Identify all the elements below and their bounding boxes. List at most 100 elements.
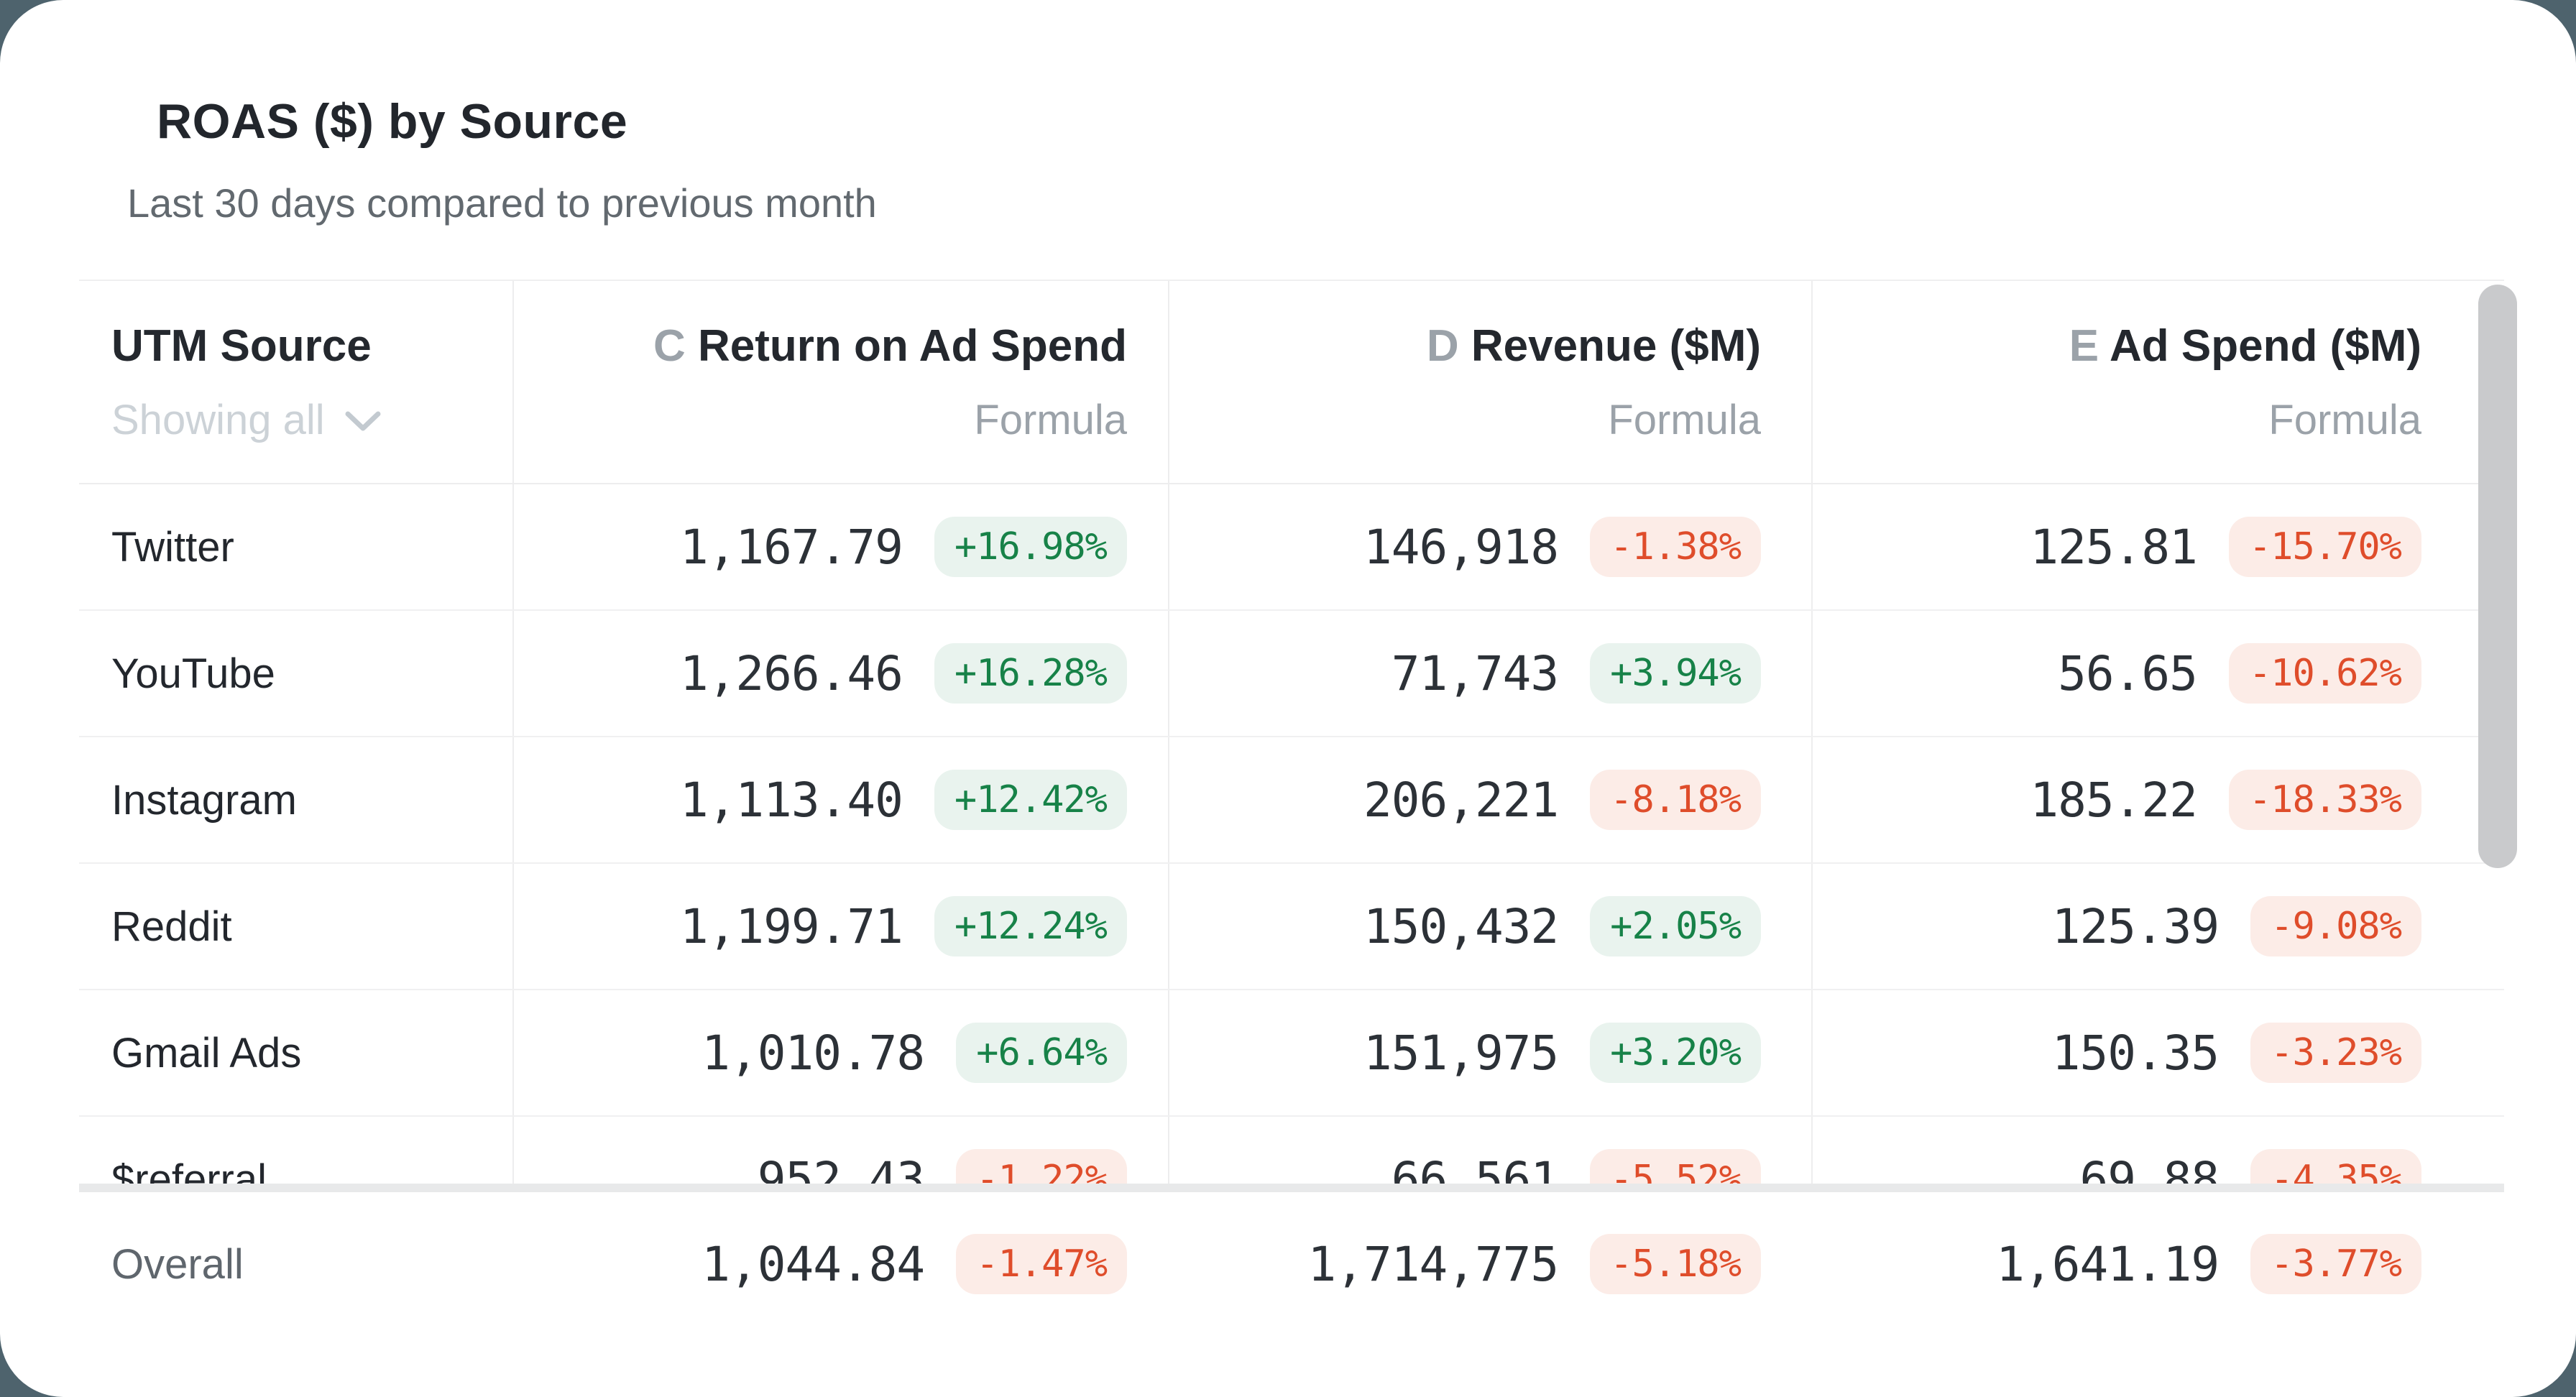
metric-value: 125.81 (2030, 519, 2197, 575)
revenue-cell: 206,221 -8.18% (1168, 737, 1811, 862)
delta-badge: -18.33% (2228, 770, 2421, 830)
source-label: Twitter (111, 523, 234, 571)
table-body: Twitter 1,167.79 +16.98% 146,918 -1.38% … (79, 484, 2504, 1184)
source-filter-dropdown[interactable]: Showing all (111, 396, 382, 444)
table-row: Twitter 1,167.79 +16.98% 146,918 -1.38% … (79, 484, 2504, 611)
metric-value: 146,918 (1363, 519, 1559, 575)
metric-value: 1,044.84 (702, 1236, 925, 1292)
delta-badge: -10.62% (2228, 643, 2421, 704)
footer-separator (79, 1184, 2504, 1192)
source-cell: Twitter (79, 484, 512, 609)
table-header-row: UTM Source Showing all C Return on Ad Sp… (79, 280, 2504, 484)
metric-value: 1,199.71 (679, 898, 903, 954)
table-row: YouTube 1,266.46 +16.28% 71,743 +3.94% 5… (79, 611, 2504, 737)
source-label: Instagram (111, 776, 297, 824)
metric-value: 56.65 (2058, 645, 2198, 701)
column-header-utm-source: UTM Source Showing all (79, 281, 512, 483)
overall-roas-cell: 1,044.84 -1.47% (512, 1192, 1168, 1336)
overall-revenue-cell: 1,714,775 -5.18% (1168, 1192, 1811, 1336)
source-label: YouTube (111, 650, 275, 697)
metric-value: 66,561 (1391, 1151, 1559, 1184)
column-header-roas[interactable]: C Return on Ad Spend Formula (512, 281, 1168, 483)
chevron-down-icon (344, 396, 382, 444)
metric-value: 1,641.19 (1996, 1236, 2220, 1292)
delta-badge: +12.24% (934, 896, 1127, 956)
metric-value: 1,714,775 (1307, 1236, 1560, 1292)
metric-value: 150.35 (2051, 1025, 2220, 1081)
delta-badge: -15.70% (2228, 517, 2421, 577)
ad-spend-cell: 125.81 -15.70% (1811, 484, 2504, 609)
delta-badge: -1.22% (956, 1149, 1127, 1184)
column-letter: C (653, 321, 686, 371)
delta-badge: +3.94% (1590, 643, 1761, 704)
revenue-cell: 66,561 -5.52% (1168, 1117, 1811, 1184)
source-label: Gmail Ads (111, 1029, 302, 1076)
delta-badge: -5.52% (1590, 1149, 1761, 1184)
metric-value: 952.43 (757, 1151, 925, 1184)
column-title-text: Revenue ($M) (1471, 321, 1761, 371)
column-title: E Ad Spend ($M) (2069, 321, 2421, 372)
metric-value: 1,010.78 (702, 1025, 925, 1081)
delta-badge: -4.35% (2250, 1149, 2421, 1184)
roas-cell: 1,199.71 +12.24% (512, 864, 1168, 989)
delta-badge: -1.47% (956, 1234, 1127, 1294)
footer-row: Overall 1,044.84 -1.47% 1,714,775 -5.18%… (79, 1192, 2504, 1336)
delta-badge: +6.64% (956, 1023, 1127, 1083)
roas-cell: 952.43 -1.22% (512, 1117, 1168, 1184)
delta-badge: +16.28% (934, 643, 1127, 704)
column-title-text: Ad Spend ($M) (2110, 321, 2421, 371)
metric-value: 185.22 (2030, 772, 2197, 828)
delta-badge: +3.20% (1590, 1023, 1761, 1083)
column-letter: E (2069, 321, 2099, 371)
overall-label-cell: Overall (79, 1192, 512, 1336)
ad-spend-cell: 69.88 -4.35% (1811, 1117, 2504, 1184)
vertical-scrollbar-thumb[interactable] (2478, 285, 2517, 868)
page-subtitle: Last 30 days compared to previous month (127, 180, 877, 226)
source-cell: Reddit (79, 864, 512, 989)
column-header-ad-spend[interactable]: E Ad Spend ($M) Formula (1811, 281, 2504, 483)
metric-value: 125.39 (2051, 898, 2220, 954)
delta-badge: +16.98% (934, 517, 1127, 577)
metric-value: 69.88 (2079, 1151, 2220, 1184)
roas-cell: 1,167.79 +16.98% (512, 484, 1168, 609)
ad-spend-cell: 185.22 -18.33% (1811, 737, 2504, 862)
formula-label: Formula (974, 396, 1127, 443)
metric-value: 1,113.40 (679, 772, 903, 828)
revenue-cell: 146,918 -1.38% (1168, 484, 1811, 609)
metric-value: 71,743 (1391, 645, 1559, 701)
column-title: D Revenue ($M) (1427, 321, 1761, 372)
table-row: $referral 952.43 -1.22% 66,561 -5.52% 69… (79, 1117, 2504, 1184)
source-label: $referral (111, 1156, 267, 1184)
source-cell: YouTube (79, 611, 512, 736)
revenue-cell: 150,432 +2.05% (1168, 864, 1811, 989)
formula-label: Formula (2268, 396, 2421, 443)
source-label: Reddit (111, 903, 232, 950)
delta-badge: -5.18% (1590, 1234, 1761, 1294)
delta-badge: -8.18% (1590, 770, 1761, 830)
revenue-cell: 71,743 +3.94% (1168, 611, 1811, 736)
metric-value: 206,221 (1363, 772, 1559, 828)
table-row: Instagram 1,113.40 +12.42% 206,221 -8.18… (79, 737, 2504, 864)
column-title: C Return on Ad Spend (653, 321, 1127, 372)
delta-badge: -3.77% (2250, 1234, 2421, 1294)
page-title: ROAS ($) by Source (157, 94, 628, 149)
source-filter-label: Showing all (111, 396, 325, 443)
ad-spend-cell: 56.65 -10.62% (1811, 611, 2504, 736)
source-cell: Instagram (79, 737, 512, 862)
metric-value: 151,975 (1363, 1025, 1559, 1081)
delta-badge: +12.42% (934, 770, 1127, 830)
delta-badge: +2.05% (1590, 896, 1761, 956)
metric-value: 1,167.79 (679, 519, 903, 575)
utm-source-header-label: UTM Source (111, 321, 372, 371)
roas-cell: 1,266.46 +16.28% (512, 611, 1168, 736)
column-header-revenue[interactable]: D Revenue ($M) Formula (1168, 281, 1811, 483)
ad-spend-cell: 125.39 -9.08% (1811, 864, 2504, 989)
metric-value: 1,266.46 (679, 645, 903, 701)
formula-label: Formula (1608, 396, 1761, 443)
roas-table: UTM Source Showing all C Return on Ad Sp… (79, 280, 2504, 1336)
source-cell: $referral (79, 1117, 512, 1184)
delta-badge: -3.23% (2250, 1023, 2421, 1083)
column-letter: D (1426, 321, 1459, 371)
table-row: Reddit 1,199.71 +12.24% 150,432 +2.05% 1… (79, 864, 2504, 990)
